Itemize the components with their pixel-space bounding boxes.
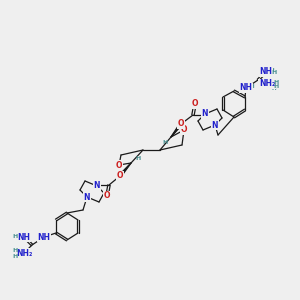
- Text: O: O: [104, 191, 110, 200]
- Text: N: N: [263, 68, 269, 76]
- Text: H: H: [271, 70, 276, 74]
- Text: H: H: [271, 80, 276, 86]
- Text: H: H: [13, 254, 18, 259]
- Text: N: N: [84, 193, 90, 202]
- Text: H: H: [135, 155, 141, 160]
- Text: H: H: [13, 248, 18, 253]
- Text: H: H: [270, 68, 274, 74]
- Text: O: O: [192, 100, 198, 109]
- Text: H: H: [249, 85, 254, 89]
- Text: O: O: [178, 119, 184, 128]
- Text: H: H: [273, 85, 278, 89]
- Text: H: H: [13, 235, 18, 239]
- Text: H: H: [271, 85, 276, 91]
- Text: O: O: [181, 125, 187, 134]
- Text: H: H: [162, 140, 168, 145]
- Text: NH: NH: [17, 232, 31, 242]
- Text: NH: NH: [239, 83, 253, 92]
- Text: O: O: [116, 160, 122, 169]
- Text: H: H: [273, 80, 278, 85]
- Text: NH: NH: [38, 232, 50, 242]
- Text: NH: NH: [260, 68, 272, 76]
- Text: N: N: [264, 80, 270, 88]
- Text: N: N: [243, 83, 249, 92]
- Text: N: N: [202, 110, 208, 118]
- Text: O: O: [117, 172, 123, 181]
- Text: NH₂: NH₂: [259, 80, 275, 88]
- Text: N: N: [94, 182, 100, 190]
- Text: N: N: [212, 121, 218, 130]
- Text: NH₂: NH₂: [16, 248, 32, 257]
- Polygon shape: [171, 123, 182, 137]
- Polygon shape: [119, 163, 131, 177]
